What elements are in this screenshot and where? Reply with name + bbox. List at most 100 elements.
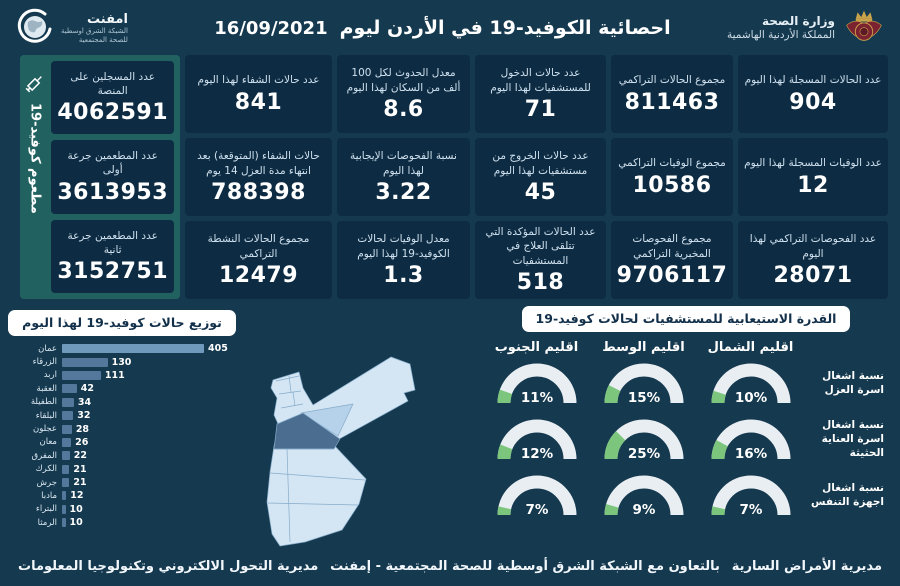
bar-value: 34 — [77, 396, 92, 408]
bar-label: جرش — [36, 477, 57, 488]
stat-card: عدد المطعمين جرعة ثانية 3152751 — [51, 219, 174, 293]
bar-row: عجلون 28 — [10, 422, 232, 435]
stat-card-value: 9706117 — [616, 262, 728, 288]
svg-text:12%: 12% — [520, 446, 553, 462]
stat-card: نسبة الفحوصات الإيجابية لهذا اليوم 3.22 — [337, 138, 470, 216]
stat-card-label: مجموع الوفيات التراكمي — [618, 157, 726, 170]
gauge: 12% — [497, 419, 576, 462]
gauge: 9% — [604, 475, 683, 518]
stat-card: معدل الحدوث لكل 100 ألف من السكان لهذا ا… — [337, 55, 470, 133]
gauge-cell: 12% — [483, 411, 590, 467]
emphnet-subline1: الشبكة الشرق اوسطية — [61, 27, 128, 36]
bar-label: معان — [39, 437, 58, 448]
gauge-column-header: اقليم الشمال — [707, 340, 794, 355]
bar-row: البتراء 10 — [10, 503, 232, 516]
gauge-row-label: نسبة اشغال اسرة العزل — [822, 369, 884, 396]
gauge: 10% — [711, 363, 790, 406]
bar-row: الرمثا 10 — [10, 516, 232, 529]
bar-label: البتراء — [35, 504, 57, 515]
stat-card-value: 10586 — [632, 172, 712, 198]
stat-column: عدد حالات الشفاء لهذا اليوم 841 حالات الشف… — [185, 55, 332, 299]
stat-card-label: عدد المطعمين جرعة ثانية — [67, 229, 158, 256]
stat-card-value: 71 — [524, 96, 557, 122]
bar — [62, 478, 70, 488]
bar — [62, 424, 72, 434]
bar-chart: عمان 405 الزرقاء 130 اربد 111 العقبة 42 الطفيلة 3… — [10, 336, 234, 529]
stat-card-value: 3613953 — [57, 179, 168, 205]
gauge-column-header: اقليم الوسط — [602, 340, 685, 355]
stat-card: عدد الحالات المسجلة لهذا اليوم 904 — [738, 55, 888, 133]
stat-card-value: 904 — [789, 89, 837, 115]
report-date: 16/09/2021 — [214, 17, 328, 39]
stat-column: عدد الحالات المسجلة لهذا اليوم 904 عدد الو… — [738, 55, 888, 299]
stat-card: عدد المطعمين جرعة أولى 3613953 — [51, 140, 174, 214]
bar-value: 32 — [77, 410, 91, 422]
bar-value: 10 — [69, 517, 83, 529]
emphnet-subline2: للصحة المجتمعية — [78, 35, 128, 44]
stat-card-label: نسبة الفحوصات الإيجابية لهذا اليوم — [350, 150, 457, 177]
svg-text:16%: 16% — [734, 446, 767, 462]
stat-card-label: عدد حالات الدخول للمستشفيات لهذا اليوم — [490, 67, 591, 94]
vaccination-cards: عدد المسجلين على المنصة 4062591 عدد المطعم… — [51, 61, 174, 293]
svg-text:7%: 7% — [525, 502, 548, 518]
stat-card: عدد الوفيات المسجلة لهذا اليوم 12 — [738, 138, 888, 216]
stat-card-value: 45 — [524, 179, 557, 205]
bar-row: الكرك 21 — [10, 463, 232, 476]
emphnet-block: امفنت الشبكة الشرق اوسطية للصحة المجتمعي… — [14, 8, 128, 48]
hospital-capacity-title: القدرة الاستيعابية للمستشفيات لحالات كوف… — [521, 306, 851, 332]
bar-value: 21 — [73, 463, 87, 475]
header: وزارة الصحة المملكة الأردنية الهاشمية اح… — [0, 0, 900, 52]
stat-card-label: عدد الحالات المسجلة لهذا اليوم — [744, 74, 882, 87]
gauge-cell: 9% — [590, 467, 697, 523]
bar-row: البلقاء 32 — [10, 409, 232, 422]
stat-card-label: عدد الوفيات المسجلة لهذا اليوم — [744, 157, 882, 170]
jordan-map-panel — [238, 306, 478, 552]
bar-row: عمان 405 — [10, 342, 232, 355]
bar-value: 130 — [111, 356, 132, 368]
stat-card-value: 518 — [516, 269, 565, 295]
gauge: 25% — [604, 419, 683, 462]
bar-label: المفرق — [31, 450, 57, 461]
bar — [62, 384, 77, 394]
stat-card-value: 12 — [797, 172, 829, 198]
stat-card: مجموع الوفيات التراكمي 10586 — [611, 138, 733, 216]
bar — [62, 491, 67, 501]
svg-text:9%: 9% — [632, 502, 655, 518]
stat-column: عدد حالات الدخول للمستشفيات لهذا اليوم 71… — [475, 55, 606, 299]
bar-label: عمان — [38, 343, 57, 354]
vaccination-strip: مطعوم كوفيد-19 — [22, 61, 48, 293]
stat-card: عدد الفحوصات التراكمي لهذا اليوم 28071 — [738, 221, 888, 299]
kingdom-name: المملكة الأردنية الهاشمية — [726, 28, 835, 41]
stats-grid: عدد الحالات المسجلة لهذا اليوم 904 عدد الو… — [0, 52, 900, 304]
bar-row: اربد 111 — [10, 369, 232, 382]
stat-card-value: 28071 — [773, 262, 853, 288]
stat-column: معدل الحدوث لكل 100 ألف من السكان لهذا ا… — [337, 55, 470, 299]
svg-text:7%: 7% — [739, 502, 762, 518]
stat-card-value: 3.22 — [375, 179, 432, 205]
stat-card: عدد حالات الخروج من مستشفيات لهذا اليوم 4… — [475, 138, 606, 216]
gauge: 7% — [710, 475, 790, 518]
gauge: 7% — [496, 475, 576, 518]
stat-card-label: عدد المسجلين على المنصة — [70, 70, 155, 98]
footer: مديرية الأمراض السارية بالتعاون مع الشبك… — [0, 552, 900, 586]
stat-card-label: حالات الشفاء (المتوقعة) بعد انتهاء مدة ا… — [197, 150, 320, 177]
stat-card-label: عدد الحالات المؤكدة التي تتلقى العلاج في… — [485, 226, 596, 267]
bar — [62, 437, 72, 447]
gauge: 11% — [497, 363, 576, 406]
footer-collaboration: بالتعاون مع الشبكة الشرق أوسطية للصحة ال… — [330, 558, 720, 574]
stat-card-label: مجموع الحالات التراكمي — [618, 74, 726, 87]
page-title: احصائية الكوفيد-19 في الأردن ليوم 16/09/… — [214, 17, 670, 39]
svg-text:10%: 10% — [734, 390, 767, 406]
gauge-grid: اقليم الشمال اقليم الوسط اقليم الجنوب نسبة … — [482, 334, 890, 523]
bar-value: 22 — [73, 450, 87, 462]
emphnet-name: امفنت — [87, 11, 128, 27]
stat-card-label: عدد حالات الخروج من مستشفيات لهذا اليوم — [492, 150, 589, 177]
stat-card-label: مجموع الحالات النشطة التراكمي — [207, 233, 310, 260]
gauge-cell: 16% — [697, 411, 804, 467]
bar-value: 12 — [70, 490, 84, 502]
middle-section: القدرة الاستيعابية للمستشفيات لحالات كوف… — [0, 304, 900, 552]
case-distribution-section: توزيع حالات كوفيد-19 لهذا اليوم عمان 405 ا… — [8, 306, 236, 552]
vaccination-panel: مطعوم كوفيد-19 عدد المسجلين على المنصة 40… — [20, 55, 180, 299]
stat-card: مجموع الفحوصات المخبرية التراكمي 9706117 — [611, 221, 733, 299]
